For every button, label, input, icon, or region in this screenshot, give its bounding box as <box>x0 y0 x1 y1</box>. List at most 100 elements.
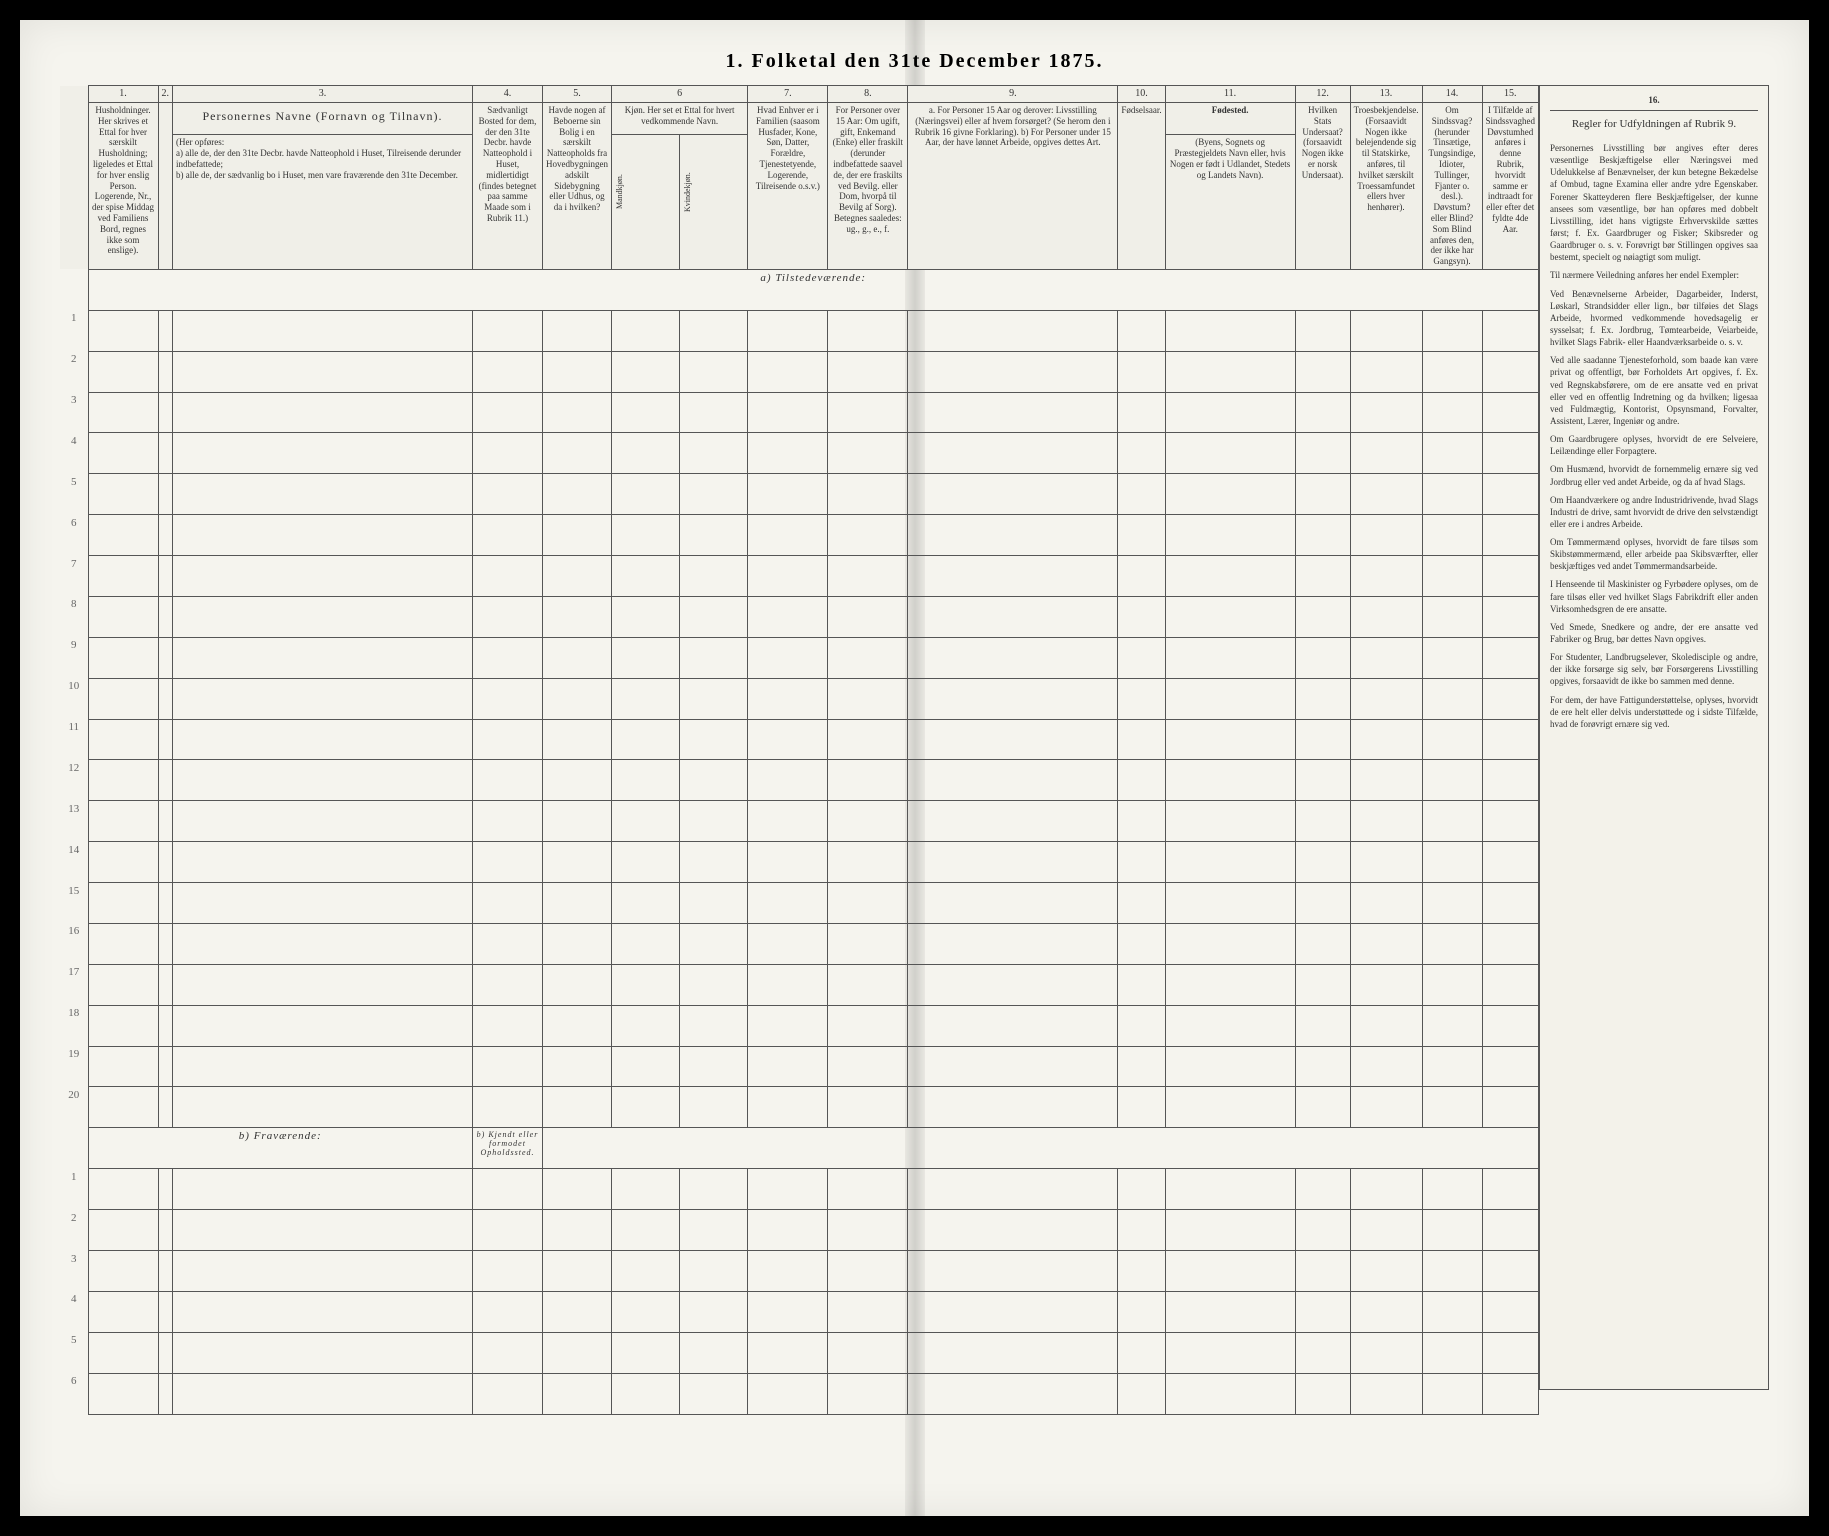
instr-p12: For dem, der have Fattigunderstøttelse, … <box>1550 694 1758 730</box>
cell <box>908 1005 1118 1046</box>
cell <box>158 1332 173 1373</box>
cell <box>828 964 908 1005</box>
cell <box>828 433 908 474</box>
table-row: 11 <box>60 719 1539 760</box>
cell <box>173 1291 473 1332</box>
cell <box>828 1169 908 1210</box>
cell <box>158 351 173 392</box>
cell <box>828 1373 908 1414</box>
cell <box>543 760 612 801</box>
cell <box>1350 392 1422 433</box>
cell <box>680 433 748 474</box>
cell <box>1350 1046 1422 1087</box>
cell <box>173 556 473 597</box>
cell <box>748 351 828 392</box>
cell <box>1118 1332 1165 1373</box>
cell <box>1422 719 1482 760</box>
cell <box>1118 883 1165 924</box>
cell <box>612 1087 680 1128</box>
cell <box>473 1251 543 1292</box>
cell <box>158 433 173 474</box>
cell <box>1350 310 1422 351</box>
cell <box>1165 1332 1295 1373</box>
cell <box>1350 964 1422 1005</box>
instr-p1: Personernes Livsstilling bør angives eft… <box>1550 142 1758 263</box>
col-6-head: Kjøn. Her set et Ettal for hvert vedkomm… <box>612 103 748 135</box>
row-number: 1 <box>60 1169 88 1210</box>
cell <box>1295 1169 1350 1210</box>
cell <box>1482 678 1539 719</box>
cell <box>1295 596 1350 637</box>
cell <box>1295 474 1350 515</box>
cell <box>612 883 680 924</box>
cell <box>1165 433 1295 474</box>
cell <box>1118 433 1165 474</box>
cell <box>88 310 158 351</box>
row-number: 14 <box>60 842 88 883</box>
cell <box>1422 964 1482 1005</box>
cell <box>88 760 158 801</box>
cell <box>173 883 473 924</box>
table-row: 1 <box>60 1169 1539 1210</box>
cell <box>748 637 828 678</box>
cell <box>158 596 173 637</box>
cell <box>158 842 173 883</box>
cell <box>1165 883 1295 924</box>
cell <box>88 515 158 556</box>
cell <box>1350 351 1422 392</box>
cell <box>1165 1169 1295 1210</box>
cell <box>88 1332 158 1373</box>
row-number: 13 <box>60 801 88 842</box>
cell <box>543 1005 612 1046</box>
cell <box>88 433 158 474</box>
cell <box>1295 1332 1350 1373</box>
row-number: 7 <box>60 556 88 597</box>
cell <box>1118 678 1165 719</box>
cell <box>173 1373 473 1414</box>
cell <box>88 678 158 719</box>
cell <box>1165 964 1295 1005</box>
cell <box>612 842 680 883</box>
cell <box>828 596 908 637</box>
cell <box>1350 1169 1422 1210</box>
cell <box>88 392 158 433</box>
cell <box>1482 1332 1539 1373</box>
col-8-head: For Personer over 15 Aar: Om ugift, gift… <box>828 103 908 270</box>
cell <box>1165 801 1295 842</box>
cell <box>473 351 543 392</box>
cell <box>173 351 473 392</box>
cell <box>88 719 158 760</box>
cell <box>1118 964 1165 1005</box>
row-number: 3 <box>60 392 88 433</box>
col-14-head: Om Sindssvag? (herunder Tinsætige, Tungs… <box>1422 103 1482 270</box>
cell <box>908 1332 1118 1373</box>
cell <box>173 1251 473 1292</box>
cell <box>1295 801 1350 842</box>
cell <box>173 637 473 678</box>
cell <box>748 310 828 351</box>
cell <box>1482 1087 1539 1128</box>
col-10-num: 10. <box>1118 86 1165 103</box>
cell <box>543 433 612 474</box>
cell <box>543 392 612 433</box>
cell <box>1482 1373 1539 1414</box>
cell <box>612 1046 680 1087</box>
cell <box>88 637 158 678</box>
cell <box>748 842 828 883</box>
cell <box>543 1251 612 1292</box>
col-11-head: Fødested. <box>1165 103 1295 135</box>
cell <box>1422 678 1482 719</box>
instr-p6: Om Husmænd, hvorvidt de fornemmelig ernæ… <box>1550 463 1758 487</box>
cell <box>680 1169 748 1210</box>
col-4-head: Sædvanligt Bosted for dem, der den 31te … <box>473 103 543 270</box>
cell <box>908 1169 1118 1210</box>
cell <box>543 351 612 392</box>
cell <box>1295 392 1350 433</box>
cell <box>173 474 473 515</box>
cell <box>748 392 828 433</box>
cell <box>543 596 612 637</box>
cell <box>473 923 543 964</box>
cell <box>173 1332 473 1373</box>
cell <box>1482 351 1539 392</box>
cell <box>473 596 543 637</box>
